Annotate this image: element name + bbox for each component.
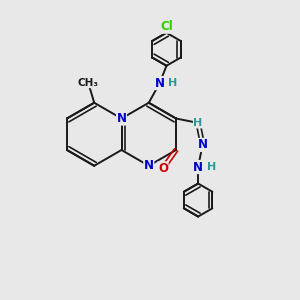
Text: H: H bbox=[206, 162, 216, 172]
Text: N: N bbox=[193, 160, 203, 173]
Text: H: H bbox=[168, 78, 177, 88]
Text: N: N bbox=[116, 112, 127, 125]
Text: N: N bbox=[197, 139, 208, 152]
Text: CH₃: CH₃ bbox=[78, 78, 99, 88]
Text: N: N bbox=[144, 159, 154, 172]
Text: Cl: Cl bbox=[160, 20, 173, 33]
Text: H: H bbox=[194, 118, 203, 128]
Text: O: O bbox=[158, 162, 168, 175]
Text: N: N bbox=[155, 76, 165, 90]
